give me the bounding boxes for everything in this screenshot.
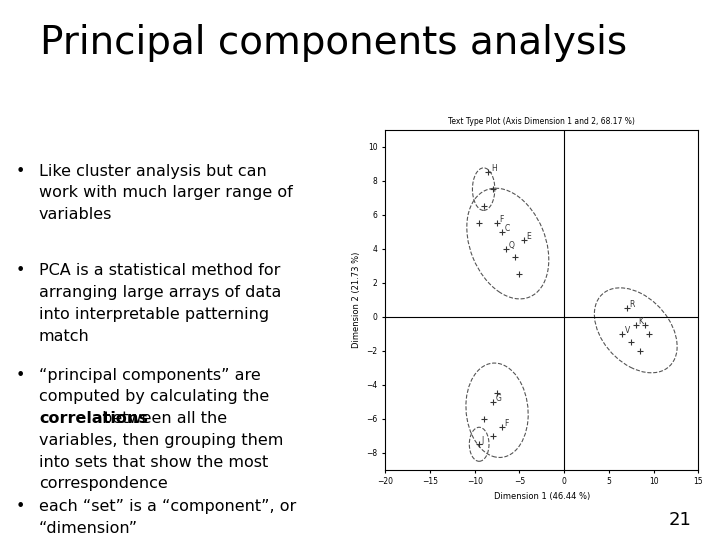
Text: J: J	[482, 436, 484, 446]
Text: E: E	[526, 232, 531, 241]
Text: arranging large arrays of data: arranging large arrays of data	[39, 285, 282, 300]
Text: correlations: correlations	[39, 411, 148, 426]
Text: Q: Q	[509, 241, 515, 250]
Text: between all the: between all the	[97, 411, 228, 426]
Text: R: R	[629, 300, 635, 309]
Text: •: •	[16, 368, 25, 383]
Text: •: •	[16, 499, 25, 514]
Text: computed by calculating the: computed by calculating the	[39, 389, 269, 404]
Text: each “set” is a “component”, or: each “set” is a “component”, or	[39, 499, 296, 514]
Text: •: •	[16, 264, 25, 278]
Text: Like cluster analysis but can: Like cluster analysis but can	[39, 164, 266, 179]
Text: “dimension”: “dimension”	[39, 521, 138, 536]
Text: work with much larger range of: work with much larger range of	[39, 185, 292, 200]
Text: F: F	[504, 420, 508, 428]
Text: match: match	[39, 329, 89, 343]
Text: correspondence: correspondence	[39, 476, 168, 491]
Title: Text Type Plot (Axis Dimension 1 and 2, 68.17 %): Text Type Plot (Axis Dimension 1 and 2, …	[449, 117, 635, 126]
Text: into sets that show the most: into sets that show the most	[39, 455, 268, 470]
X-axis label: Dimension 1 (46.44 %): Dimension 1 (46.44 %)	[494, 492, 590, 501]
Text: Principal components analysis: Principal components analysis	[40, 24, 626, 62]
Text: variables, then grouping them: variables, then grouping them	[39, 433, 283, 448]
Text: F: F	[500, 215, 504, 224]
Text: •: •	[16, 164, 25, 179]
Text: variables: variables	[39, 207, 112, 222]
Text: H: H	[491, 164, 497, 173]
Text: K: K	[639, 318, 644, 326]
Text: C: C	[504, 224, 510, 233]
Text: “principal components” are: “principal components” are	[39, 368, 261, 383]
Text: G: G	[495, 394, 501, 403]
Text: 21: 21	[668, 511, 691, 529]
Y-axis label: Dimension 2 (21.73 %): Dimension 2 (21.73 %)	[352, 252, 361, 348]
Text: into interpretable patterning: into interpretable patterning	[39, 307, 269, 322]
Text: V: V	[625, 326, 630, 335]
Text: PCA is a statistical method for: PCA is a statistical method for	[39, 264, 280, 278]
